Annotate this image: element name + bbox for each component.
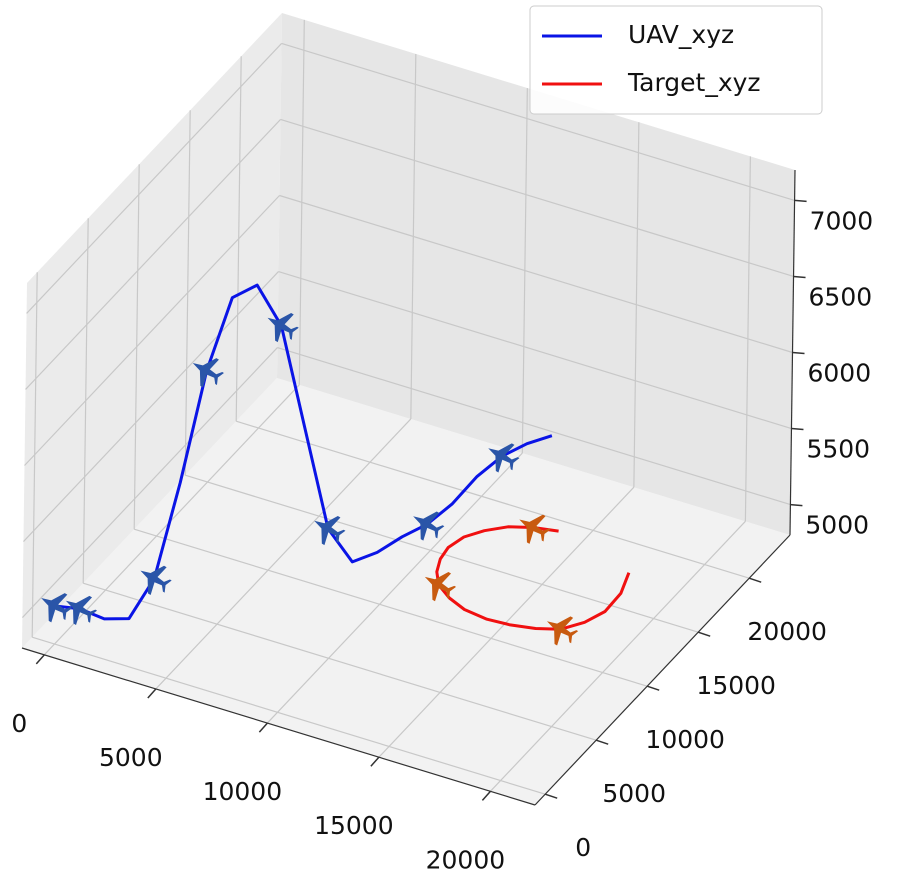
- grid-line: [23, 271, 279, 542]
- x-tick: [258, 722, 268, 733]
- z-tick: [791, 427, 804, 431]
- aircraft-icon: [41, 593, 73, 623]
- y-tick-label: 10000: [645, 725, 725, 754]
- aircraft-icon: [140, 565, 172, 595]
- aircraft-icon: [65, 595, 98, 626]
- grid-line: [26, 43, 283, 314]
- legend-label: UAV_xyz: [628, 20, 734, 49]
- aircraft-icon: [314, 515, 346, 546]
- grid-line: [277, 347, 791, 506]
- legend-label: Target_xyz: [627, 68, 761, 97]
- y-tick: [748, 577, 762, 583]
- z-tick-label: 6500: [809, 282, 873, 311]
- grid-line: [278, 270, 792, 430]
- aircraft-icon: [424, 572, 457, 602]
- x-tick-label: 5000: [99, 743, 163, 772]
- grid-line: [378, 486, 635, 758]
- y-tick-label: 5000: [602, 779, 666, 808]
- grid-line: [281, 42, 795, 201]
- z-tick-label: 6000: [808, 359, 872, 388]
- z-tick: [792, 351, 805, 355]
- aircraft-icon: [519, 514, 551, 544]
- aircraft-icon: [488, 443, 520, 473]
- z-tick-label: 5000: [805, 511, 869, 540]
- grid-line: [236, 420, 750, 579]
- axis-line: [789, 169, 796, 536]
- legend-box: [529, 5, 823, 115]
- x-tick: [481, 790, 491, 801]
- x-tick-label: 15000: [314, 811, 394, 840]
- x-tick-label: 0: [11, 709, 27, 738]
- y-tick: [544, 793, 558, 799]
- grid-line: [32, 636, 546, 795]
- y-tick-label: 0: [575, 833, 591, 862]
- pane-floor: [22, 378, 790, 805]
- series-line: [435, 525, 631, 631]
- grid-line: [25, 119, 281, 390]
- y-tick: [697, 631, 711, 637]
- aircraft-icon: [192, 358, 224, 388]
- aircraft-icon: [267, 312, 299, 343]
- y-tick-label: 15000: [696, 671, 776, 700]
- x-tick-label: 20000: [426, 845, 506, 874]
- aircraft-icon: [413, 511, 445, 541]
- z-tick: [793, 275, 806, 279]
- grid-line: [24, 195, 280, 466]
- x-tick: [370, 756, 380, 767]
- grid-line: [21, 347, 278, 618]
- grid-line: [83, 582, 597, 741]
- aircraft-icon: [546, 616, 579, 646]
- axis-line: [534, 534, 791, 806]
- z-tick-label: 7000: [810, 206, 874, 235]
- x-tick-label: 10000: [203, 777, 283, 806]
- z-tick: [794, 199, 807, 203]
- grid-line: [489, 520, 746, 792]
- x-tick: [35, 654, 45, 665]
- y-tick: [595, 739, 609, 745]
- z-tick: [790, 503, 803, 507]
- grid-line: [185, 474, 699, 633]
- grid-line: [280, 118, 794, 278]
- x-tick: [147, 688, 157, 699]
- grid-line: [134, 528, 648, 687]
- z-tick-label: 5500: [806, 435, 870, 464]
- y-tick: [646, 685, 660, 691]
- series-line: [54, 283, 553, 621]
- axis-line: [21, 647, 536, 806]
- grid-line: [43, 384, 300, 656]
- grid-line: [155, 418, 412, 690]
- grid-line: [279, 194, 793, 354]
- legend: UAV_xyz Target_xyz: [529, 5, 823, 115]
- grid-line: [266, 452, 523, 724]
- y-tick-label: 20000: [747, 617, 827, 646]
